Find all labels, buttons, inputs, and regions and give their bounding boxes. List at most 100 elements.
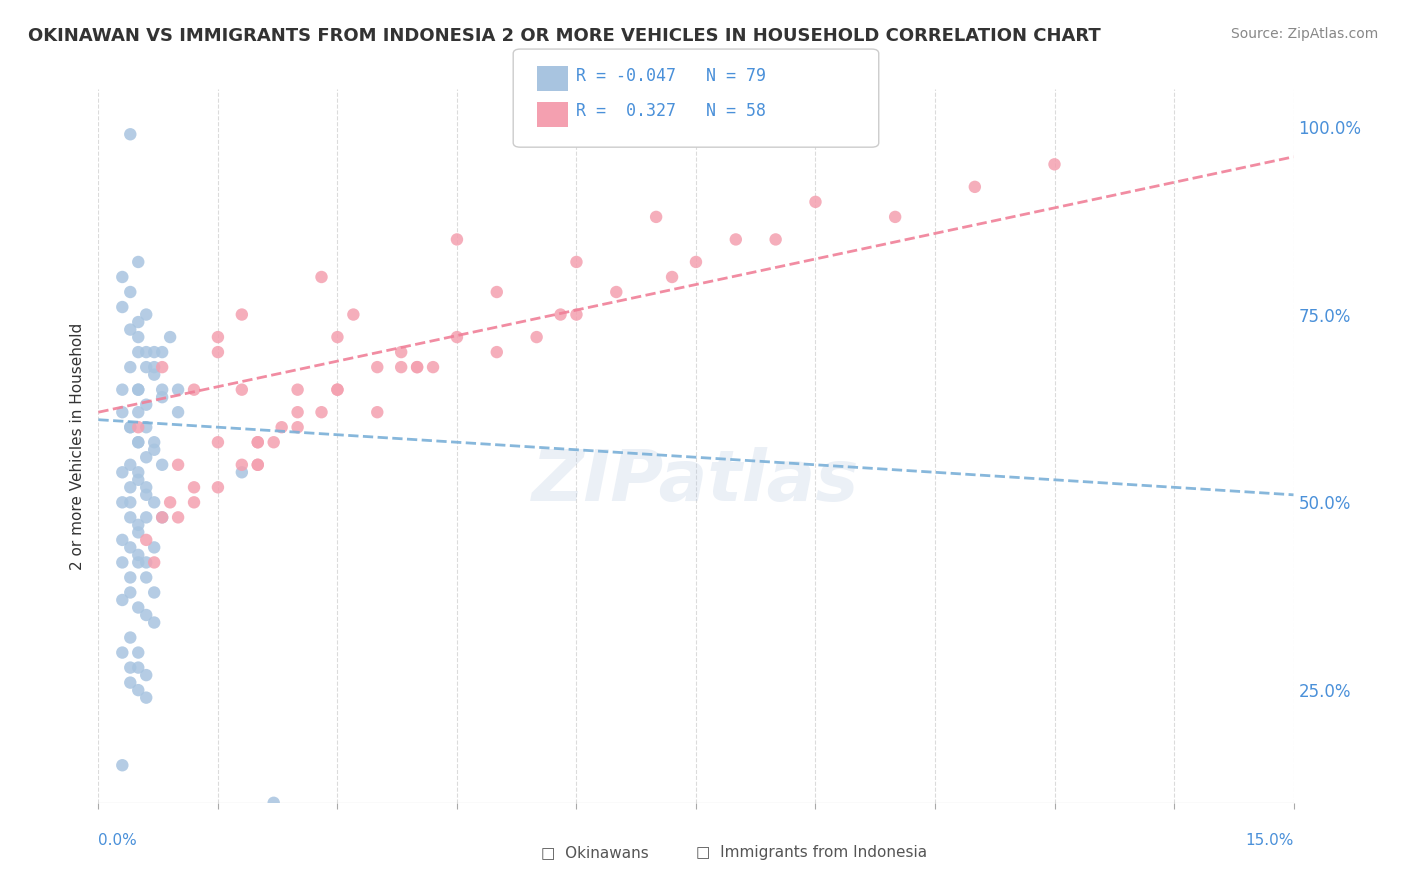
Point [724,232,747,246]
Point [150,360,173,375]
Point [120,128,142,142]
Point [150,345,173,359]
Point [150,510,173,524]
Point [127,345,149,359]
Text: OKINAWAN VS IMMIGRANTS FROM INDONESIA 2 OR MORE VEHICLES IN HOUSEHOLD CORRELATIO: OKINAWAN VS IMMIGRANTS FROM INDONESIA 2 … [28,27,1101,45]
Point [127,683,149,698]
Point [231,465,253,479]
Point [565,255,588,269]
Point [135,556,157,570]
Point [550,308,572,322]
Point [120,510,142,524]
Text: □  Okinawans: □ Okinawans [541,846,648,860]
Point [127,435,149,450]
Point [526,330,548,344]
Point [366,405,388,419]
Point [120,420,142,434]
Point [135,690,157,705]
Point [167,510,190,524]
Point [565,308,588,322]
Point [111,593,134,607]
Point [326,330,349,344]
Point [143,541,166,555]
Point [127,435,149,450]
Point [1043,157,1066,171]
Point [120,660,142,674]
Point [183,480,205,494]
Point [661,270,683,285]
Point [884,210,907,224]
Point [135,668,157,682]
Point [263,796,285,810]
Point [127,600,149,615]
Point [143,585,166,599]
Point [120,495,142,509]
Point [127,646,149,660]
Point [111,495,134,509]
Point [127,556,149,570]
Point [143,615,166,630]
Point [120,585,142,599]
Point [120,458,142,472]
Point [135,480,157,494]
Point [135,398,157,412]
Point [135,345,157,359]
Point [135,420,157,434]
Point [150,458,173,472]
Point [143,435,166,450]
Point [120,285,142,299]
Point [111,465,134,479]
Point [111,300,134,314]
Point [127,255,149,269]
Point [127,548,149,562]
Text: R = -0.047   N = 79: R = -0.047 N = 79 [576,67,766,85]
Point [287,383,309,397]
Text: R =  0.327   N = 58: R = 0.327 N = 58 [576,103,766,120]
Point [120,570,142,584]
Point [135,450,157,465]
Point [127,517,149,532]
Point [111,533,134,547]
Point [287,420,309,434]
Point [389,360,412,375]
Point [159,495,181,509]
Point [127,330,149,344]
Point [246,458,269,472]
Point [270,420,292,434]
Point [422,360,444,375]
Point [135,570,157,584]
Point [127,465,149,479]
Point [605,285,627,299]
Point [120,420,142,434]
Point [406,360,429,375]
Point [804,194,827,209]
Point [150,510,173,524]
Point [120,541,142,555]
Point [246,435,269,450]
Point [389,345,412,359]
Point [120,322,142,336]
Point [366,360,388,375]
Point [287,405,309,419]
Point [485,345,508,359]
Point [135,488,157,502]
Point [143,360,166,375]
Point [111,646,134,660]
Point [183,495,205,509]
Point [127,473,149,487]
Point [143,368,166,382]
Point [135,308,157,322]
Point [127,315,149,329]
Point [127,420,149,434]
Point [311,405,333,419]
Point [111,270,134,285]
Point [120,360,142,375]
Point [485,285,508,299]
Point [127,383,149,397]
Point [135,360,157,375]
Point [143,345,166,359]
Point [143,442,166,457]
Point [342,308,364,322]
Point [963,179,986,194]
Point [111,405,134,419]
